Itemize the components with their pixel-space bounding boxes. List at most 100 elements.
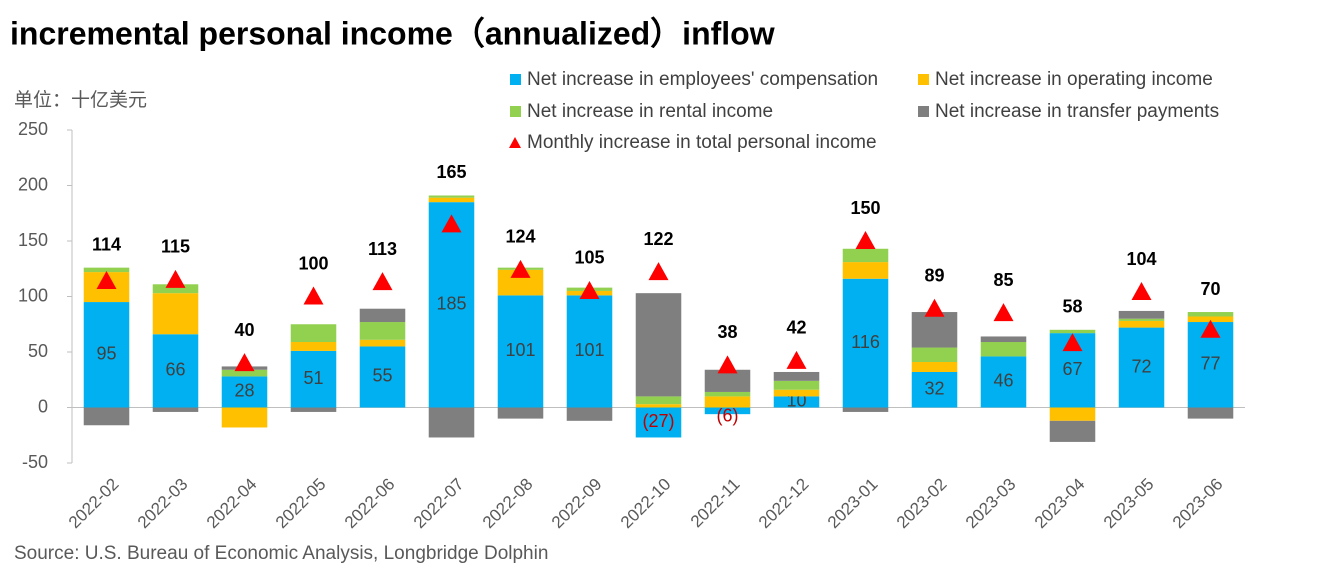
- bar-segment: [911, 361, 958, 372]
- y-tick-label: 0: [38, 396, 48, 416]
- total-label: 122: [643, 229, 673, 249]
- bar-segment: [1187, 316, 1234, 323]
- bar-value-label: 32: [924, 378, 944, 398]
- bar-segment: [842, 262, 889, 279]
- triangle-marker: [234, 353, 255, 372]
- triangle-marker: [579, 280, 600, 299]
- bar-segment: [221, 369, 268, 377]
- triangle-marker: [165, 269, 186, 288]
- total-label: 58: [1062, 297, 1082, 317]
- triangle-marker: [786, 350, 807, 369]
- bar-segment: [704, 391, 751, 397]
- total-label: 89: [924, 265, 944, 285]
- bar-segment: [290, 407, 337, 412]
- bar-segment: [152, 284, 199, 294]
- bar-segment: [704, 396, 751, 408]
- triangle-marker: [1062, 333, 1083, 352]
- bar-value-label: 95: [96, 344, 116, 364]
- bar-segment: [980, 342, 1027, 357]
- bar-segment: [635, 404, 682, 408]
- bar-value-label: 101: [505, 340, 535, 360]
- total-label: 42: [786, 318, 806, 338]
- bar-segment: [1049, 329, 1096, 334]
- total-label: 150: [850, 198, 880, 218]
- bar-segment: [152, 334, 199, 408]
- total-label: 165: [436, 162, 466, 182]
- bar-segment: [566, 295, 613, 408]
- triangle-marker: [648, 262, 669, 281]
- bar-segment: [842, 248, 889, 263]
- unit-label: 单位：十亿美元: [14, 89, 147, 111]
- total-label: 113: [368, 239, 397, 259]
- total-label: 104: [1126, 249, 1156, 269]
- legend-swatch: [918, 106, 929, 117]
- legend-swatch: [510, 74, 521, 85]
- total-label: 114: [92, 234, 121, 254]
- triangle-marker: [441, 214, 462, 233]
- bar-segment: [635, 407, 682, 438]
- bar-segment: [704, 369, 751, 392]
- bar-segment: [773, 380, 820, 390]
- bar-segment: [83, 267, 130, 273]
- bar-segment: [290, 342, 337, 351]
- bar-value-label: 101: [574, 340, 604, 360]
- bar-segment: [83, 302, 130, 408]
- bar-segment: [704, 407, 751, 415]
- triangle-marker: [1131, 282, 1152, 301]
- triangle-marker: [717, 355, 738, 374]
- bar-segment: [221, 376, 268, 408]
- total-label: 40: [234, 320, 254, 340]
- legend-swatch: [510, 106, 521, 117]
- bar-segment: [497, 295, 544, 408]
- legend-label: Net increase in transfer payments: [935, 101, 1219, 122]
- bar-value-label: 77: [1200, 354, 1220, 374]
- bar-segment: [428, 195, 475, 198]
- total-label: 105: [574, 248, 604, 268]
- bar-segment: [359, 308, 406, 323]
- legend-label: Net increase in employees' compensation: [527, 69, 878, 90]
- bar-segment: [83, 407, 130, 426]
- triangle-marker: [924, 298, 945, 317]
- total-label: 85: [993, 270, 1013, 290]
- bar-segment: [497, 407, 544, 419]
- bar-segment: [1187, 312, 1234, 317]
- chart-title: incremental personal income（annualized）i…: [10, 15, 775, 51]
- bar-segment: [842, 278, 889, 408]
- triangle-marker: [303, 286, 324, 305]
- bar-segment: [428, 407, 475, 438]
- bar-segment: [635, 396, 682, 405]
- bar-segment: [359, 346, 406, 408]
- bar-segment: [980, 336, 1027, 343]
- bar-segment: [1187, 407, 1234, 419]
- triangle-marker: [993, 303, 1014, 322]
- y-tick-label: 100: [18, 285, 48, 305]
- legend-marker: [509, 137, 521, 148]
- bar-segment: [1118, 310, 1165, 319]
- y-tick-label: 250: [18, 119, 48, 139]
- triangle-marker: [510, 259, 531, 278]
- bar-segment: [635, 293, 682, 397]
- bar-segment: [221, 407, 268, 428]
- bar-segment: [911, 312, 958, 348]
- legend-label: Net increase in rental income: [527, 101, 773, 122]
- bar-value-label: 67: [1062, 359, 1082, 379]
- bar-segment: [566, 407, 613, 421]
- bar-segment: [152, 407, 199, 412]
- bar-segment: [359, 339, 406, 347]
- triangle-marker: [372, 272, 393, 291]
- bar-segment: [773, 371, 820, 381]
- bar-segment: [1118, 318, 1165, 321]
- bar-segment: [359, 322, 406, 340]
- bar-segment: [152, 293, 199, 335]
- bar-segment: [773, 396, 820, 408]
- bar-value-label: 116: [851, 332, 880, 352]
- bar-segment: [1049, 420, 1096, 442]
- total-label: 124: [505, 227, 535, 247]
- bar-segment: [1049, 407, 1096, 421]
- bar-segment: [428, 202, 475, 408]
- total-label: 38: [717, 322, 737, 342]
- triangle-marker: [1200, 319, 1221, 338]
- legend-swatch: [918, 74, 929, 85]
- bar-value-label: 72: [1131, 356, 1151, 376]
